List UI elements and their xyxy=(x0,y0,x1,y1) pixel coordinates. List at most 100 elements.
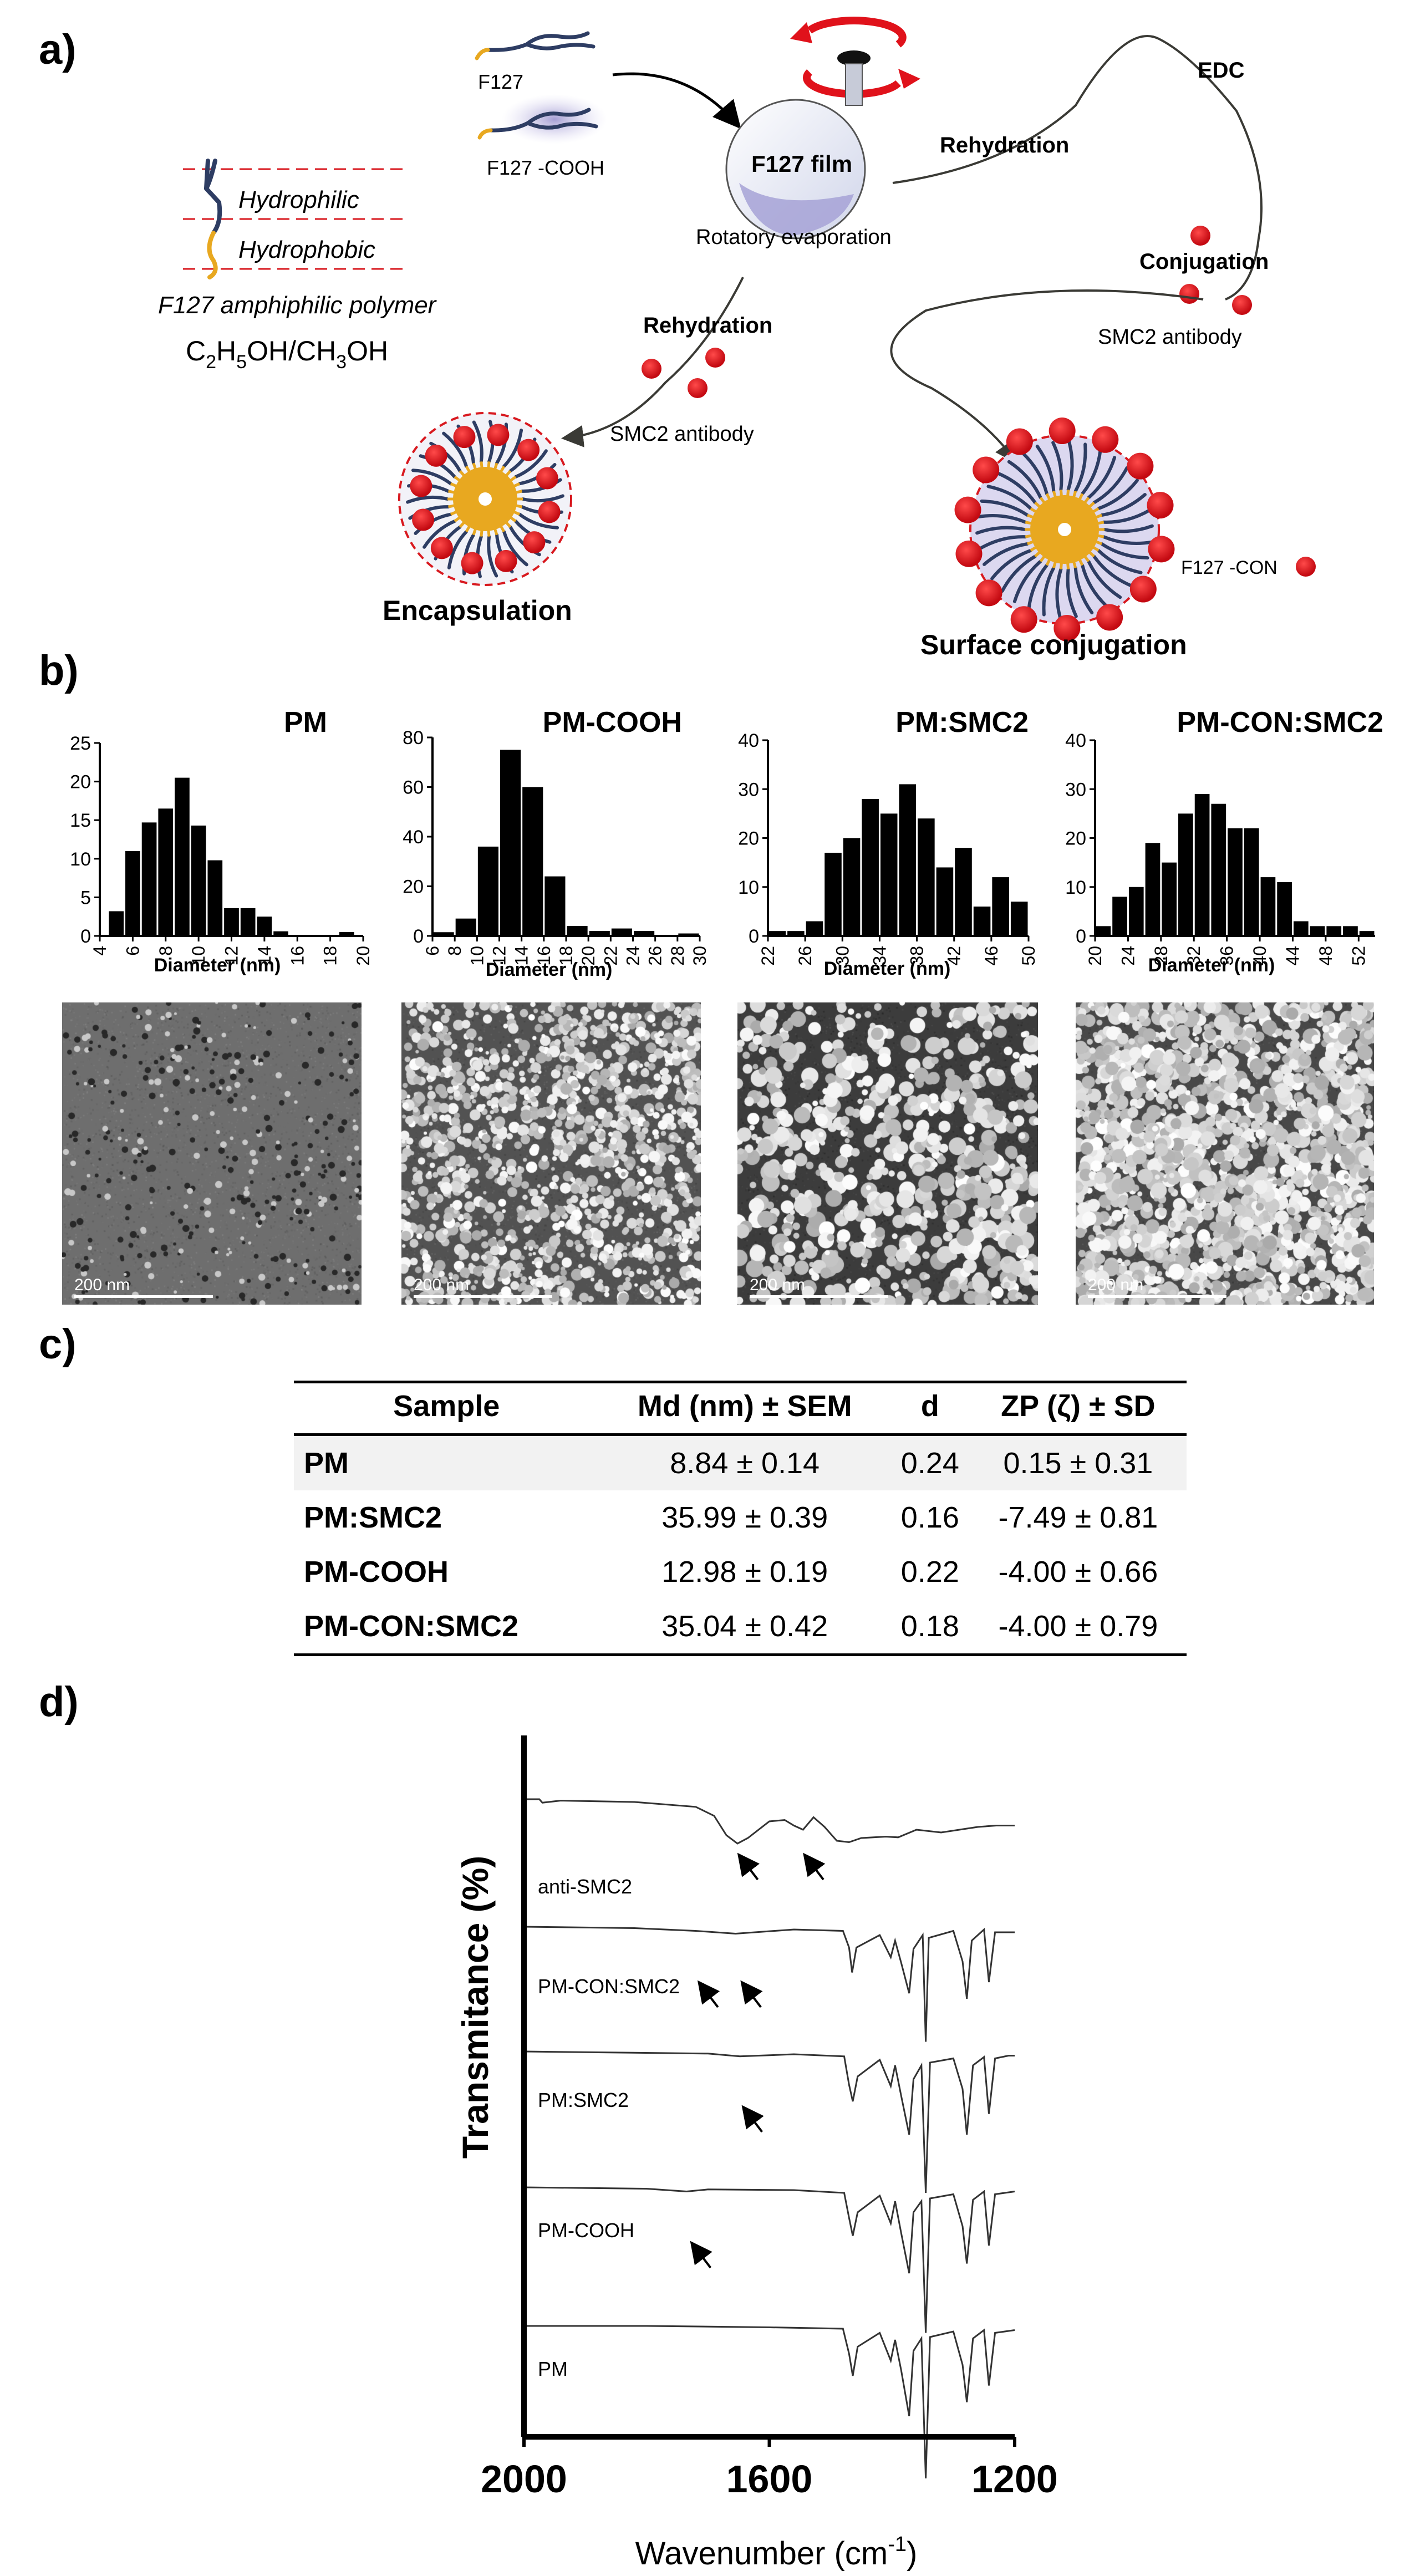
core-chain xyxy=(1078,513,1103,526)
histogram-bar xyxy=(768,931,786,936)
polymer-chain xyxy=(419,454,456,479)
core-chain xyxy=(1026,513,1051,526)
polymer-chain xyxy=(1020,451,1049,496)
histogram-bar xyxy=(141,822,157,936)
smc2-antibody-right-label: SMC2 antibody xyxy=(1098,325,1242,349)
histogram-bar xyxy=(611,928,632,936)
table-row: PM:SMC2 35.99 ± 0.39 0.16 -7.49 ± 0.81 xyxy=(294,1490,1187,1545)
histogram-bar xyxy=(1211,803,1226,936)
cell-zp: -4.00 ± 0.66 xyxy=(998,1555,1158,1589)
f127-polymers: F127 F127 -COOH xyxy=(475,31,607,179)
panel-label-b: b) xyxy=(39,647,79,694)
core-chain xyxy=(1067,543,1077,568)
antibody-bead xyxy=(1010,606,1037,633)
core-chain xyxy=(1045,493,1060,517)
ftir-axes: 2000 1600 1200 xyxy=(481,1735,1058,2501)
core-chain xyxy=(450,482,475,495)
polymer-chain xyxy=(423,519,456,549)
core-chain xyxy=(496,482,521,495)
core-chain xyxy=(490,509,506,533)
histogram-bar xyxy=(1194,794,1210,936)
header-d: d xyxy=(890,1381,970,1436)
x-tick-label: 20 xyxy=(1085,946,1105,966)
histogram-bar xyxy=(787,931,805,936)
histogram-bars xyxy=(768,784,1028,936)
panel-label-c: c) xyxy=(39,1321,77,1368)
cell-d: 0.16 xyxy=(900,1501,959,1534)
antibody-bead xyxy=(955,540,983,567)
cell-md: 8.84 ± 0.14 xyxy=(599,1434,890,1490)
tem-image-pm: 200 nm xyxy=(62,1002,362,1305)
flask-icon: F127 film Rotatory evaporation xyxy=(696,17,920,249)
x-tick-label: 50 xyxy=(1019,946,1039,966)
histogram-bars xyxy=(109,777,354,936)
x-tick-label: 38 xyxy=(907,946,927,966)
y-tick-label: 80 xyxy=(403,727,424,749)
cell-d: 0.22 xyxy=(900,1555,959,1589)
y-tick-label: 20 xyxy=(1065,828,1086,849)
flask-film-label: F127 film xyxy=(751,151,852,177)
polymer-chain xyxy=(1055,567,1063,619)
antibody-bead xyxy=(975,579,1002,607)
core-chain xyxy=(487,462,498,487)
core-chain xyxy=(1078,533,1103,546)
histogram-bar xyxy=(339,932,354,936)
x-tick-label: 6 xyxy=(123,946,142,956)
core-chain xyxy=(454,505,476,522)
polymer-chain xyxy=(487,534,498,578)
polymer-chain xyxy=(447,530,468,569)
histogram-axes: 0 10 20 30 40 22 26 30 34 38 42 46 50 xyxy=(738,730,1039,966)
histogram-bar xyxy=(806,921,823,936)
conjugation-label: Conjugation xyxy=(1139,250,1269,274)
core-chain xyxy=(465,465,480,489)
polymer-chain xyxy=(1007,460,1042,500)
y-tick-label: 5 xyxy=(80,887,91,908)
polymer-chain xyxy=(487,420,495,464)
core-chain xyxy=(490,465,506,489)
core-chain xyxy=(1075,538,1095,558)
core-chain xyxy=(497,490,523,498)
micelle-surface-icon xyxy=(954,418,1175,642)
x-tick-label: 28 xyxy=(668,946,688,966)
core-chain xyxy=(1026,533,1051,546)
spectrum-line xyxy=(523,2186,1015,2333)
x-tick-label: 30 xyxy=(690,946,710,966)
polymer-chain xyxy=(1103,524,1154,533)
polymer-chain xyxy=(977,535,1027,551)
x-tick-label: 12 xyxy=(490,946,510,966)
y-tick-label: 30 xyxy=(738,779,759,800)
core-chain xyxy=(1030,536,1053,552)
histogram-bar xyxy=(1096,926,1111,936)
x-tick-label: 10 xyxy=(467,946,487,966)
x-tick-label: 16 xyxy=(534,946,554,966)
f127-con-label: F127 -CON xyxy=(1181,557,1278,578)
histogram-title: PM-COOH xyxy=(543,706,682,739)
antibody-bead xyxy=(973,456,1000,483)
y-tick-label: 20 xyxy=(403,877,424,898)
table-row: PM-COOH 12.98 ± 0.19 0.22 -4.00 ± 0.66 xyxy=(294,1545,1187,1599)
scale-bar: 200 nm xyxy=(74,1276,213,1298)
y-tick-label: 40 xyxy=(738,730,759,751)
antibody-bead xyxy=(536,467,558,490)
x-tick-label: 26 xyxy=(645,946,665,966)
f127-label: F127 xyxy=(478,70,523,93)
histogram-bar xyxy=(306,935,322,936)
y-tick-label: 10 xyxy=(70,849,91,870)
histogram-bar xyxy=(1343,926,1358,936)
core-chain xyxy=(1076,507,1100,523)
cell-md: 35.04 ± 0.42 xyxy=(599,1599,890,1656)
polymer-chain xyxy=(406,495,449,504)
histogram-bar xyxy=(634,931,655,936)
y-tick-label: 40 xyxy=(1065,730,1086,751)
cell-md: 12.98 ± 0.19 xyxy=(661,1555,828,1589)
antibody-bead xyxy=(425,444,447,467)
y-tick-label: 60 xyxy=(403,777,424,798)
x-tick-label: 18 xyxy=(556,946,576,966)
histogram-bar xyxy=(899,784,917,936)
histogram-bar xyxy=(109,911,124,936)
core-chain xyxy=(1065,544,1070,569)
ftir-plot: anti-SMC2 PM-CON:SMC2 PM:SMC2 PM-COOH PM xyxy=(523,1798,1015,2479)
table-header-row: Sample Md (nm) ± SEM d ZP (ζ) ± SD xyxy=(294,1381,1187,1436)
core-chain xyxy=(1079,531,1105,538)
